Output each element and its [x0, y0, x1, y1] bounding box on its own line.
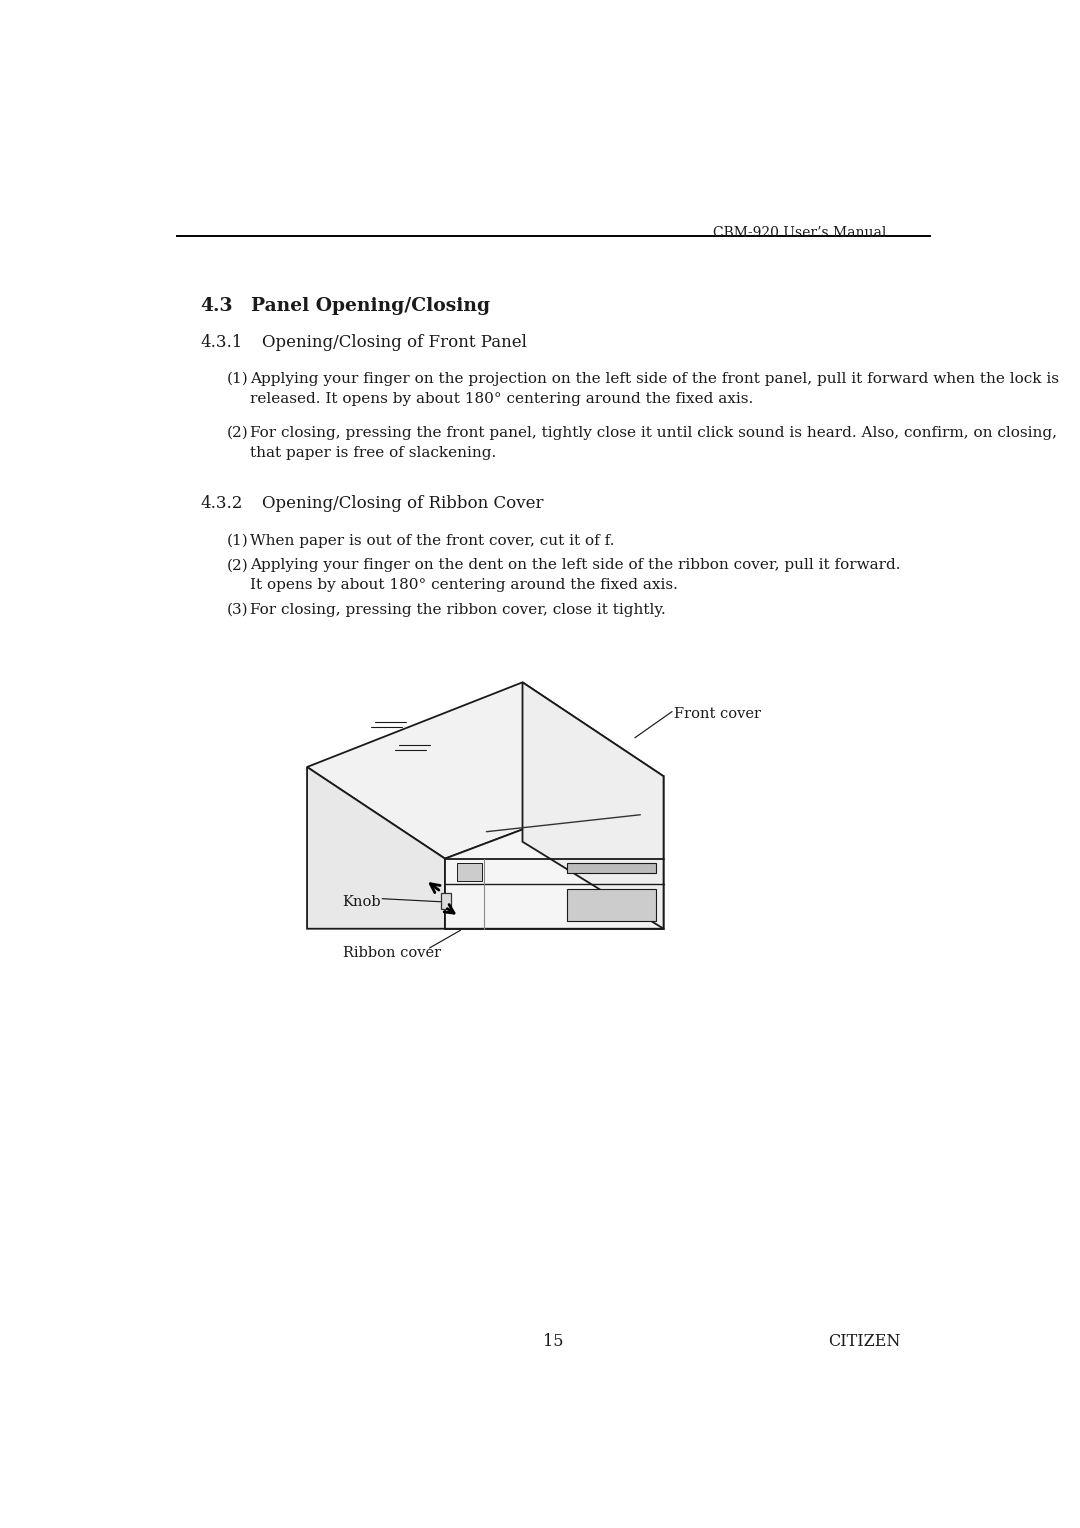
Text: Front cover: Front cover [674, 707, 761, 721]
Text: For closing, pressing the ribbon cover, close it tightly.: For closing, pressing the ribbon cover, … [249, 604, 665, 617]
Text: For closing, pressing the front panel, tightly close it until click sound is hea: For closing, pressing the front panel, t… [249, 426, 1056, 460]
Text: 4.3: 4.3 [200, 298, 232, 315]
Text: (2): (2) [227, 558, 248, 573]
Polygon shape [457, 862, 482, 882]
Text: Panel Opening/Closing: Panel Opening/Closing [252, 298, 490, 315]
Text: 4.3.1: 4.3.1 [200, 333, 243, 350]
Text: (2): (2) [227, 426, 248, 440]
Text: (1): (1) [227, 371, 248, 387]
Polygon shape [523, 683, 663, 929]
Text: Ribbon cover: Ribbon cover [342, 946, 441, 960]
Polygon shape [445, 776, 663, 929]
Text: CITIZEN: CITIZEN [828, 1332, 901, 1349]
Text: CBM-920 User’s Manual: CBM-920 User’s Manual [714, 226, 887, 240]
Text: Opening/Closing of Front Panel: Opening/Closing of Front Panel [262, 333, 527, 350]
Polygon shape [307, 767, 445, 929]
Text: 15: 15 [543, 1332, 564, 1349]
Text: Knob: Knob [342, 895, 381, 909]
Text: (3): (3) [227, 604, 248, 617]
Text: Applying your finger on the projection on the left side of the front panel, pull: Applying your finger on the projection o… [249, 371, 1058, 406]
Polygon shape [307, 683, 663, 859]
Polygon shape [567, 862, 656, 872]
Text: Applying your finger on the dent on the left side of the ribbon cover, pull it f: Applying your finger on the dent on the … [249, 558, 901, 593]
Text: When paper is out of the front cover, cut it of f.: When paper is out of the front cover, cu… [249, 533, 615, 547]
Text: 4.3.2: 4.3.2 [200, 495, 243, 512]
Text: (1): (1) [227, 533, 248, 547]
Polygon shape [567, 889, 656, 921]
Polygon shape [441, 894, 451, 909]
Text: Opening/Closing of Ribbon Cover: Opening/Closing of Ribbon Cover [262, 495, 543, 512]
